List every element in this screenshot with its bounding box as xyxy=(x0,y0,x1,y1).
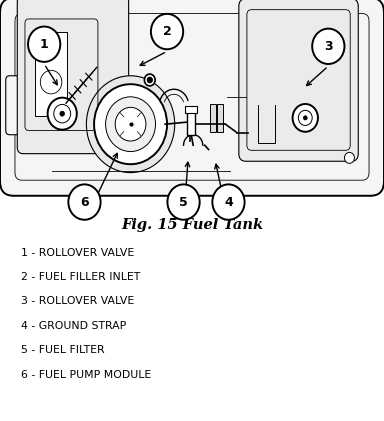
Circle shape xyxy=(151,14,183,49)
Bar xyxy=(35,32,67,116)
Circle shape xyxy=(344,152,354,163)
Text: 2: 2 xyxy=(163,25,171,38)
Text: 6: 6 xyxy=(80,196,89,208)
Circle shape xyxy=(60,111,65,116)
Bar xyxy=(185,106,197,113)
Text: 5 - FUEL FILTER: 5 - FUEL FILTER xyxy=(21,345,105,355)
Circle shape xyxy=(293,104,318,132)
Circle shape xyxy=(212,184,245,220)
FancyBboxPatch shape xyxy=(6,76,23,135)
Text: 3 - ROLLOVER VALVE: 3 - ROLLOVER VALVE xyxy=(21,296,134,306)
Text: 6 - FUEL PUMP MODULE: 6 - FUEL PUMP MODULE xyxy=(21,370,151,380)
Circle shape xyxy=(312,29,344,64)
Circle shape xyxy=(303,116,307,120)
Circle shape xyxy=(115,107,146,141)
Bar xyxy=(217,104,223,132)
Circle shape xyxy=(94,84,167,164)
Text: Fig. 15 Fuel Tank: Fig. 15 Fuel Tank xyxy=(121,218,263,232)
Circle shape xyxy=(68,184,101,220)
Circle shape xyxy=(28,27,60,62)
Text: 4: 4 xyxy=(224,196,233,208)
FancyBboxPatch shape xyxy=(239,0,358,161)
Text: 1: 1 xyxy=(40,38,48,51)
Circle shape xyxy=(106,97,156,152)
Circle shape xyxy=(298,110,312,125)
Text: 4 - GROUND STRAP: 4 - GROUND STRAP xyxy=(21,321,126,331)
Bar xyxy=(210,104,216,132)
Bar xyxy=(187,109,195,135)
Circle shape xyxy=(167,184,200,220)
FancyBboxPatch shape xyxy=(0,0,384,196)
Circle shape xyxy=(54,104,71,123)
Circle shape xyxy=(40,70,62,94)
Circle shape xyxy=(48,98,77,130)
Text: 3: 3 xyxy=(324,40,333,53)
Text: 2 - FUEL FILLER INLET: 2 - FUEL FILLER INLET xyxy=(21,272,141,282)
FancyBboxPatch shape xyxy=(17,0,129,154)
Text: 1 - ROLLOVER VALVE: 1 - ROLLOVER VALVE xyxy=(21,248,134,258)
Circle shape xyxy=(86,76,175,173)
Circle shape xyxy=(147,77,152,83)
Circle shape xyxy=(144,74,155,86)
Text: 5: 5 xyxy=(179,196,188,208)
